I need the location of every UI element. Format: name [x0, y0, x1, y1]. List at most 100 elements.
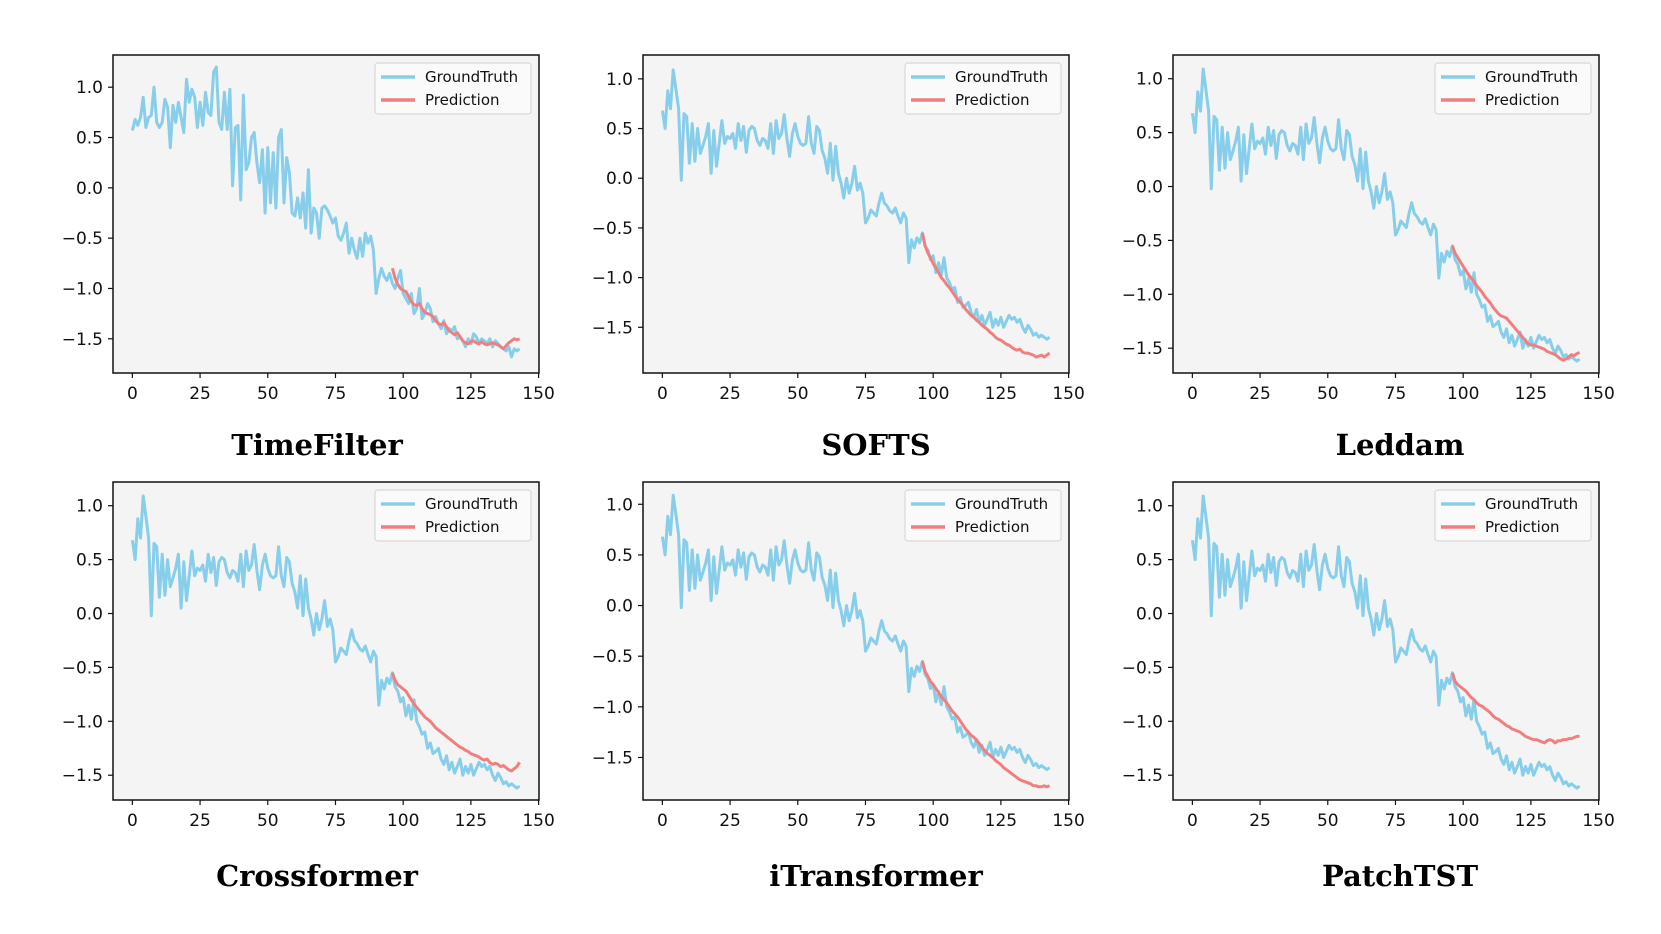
x-tick-label: 0 [1187, 811, 1198, 831]
subplot-patchtst: 1.0 0.5 0.0 −0.5 −1.0 −1.5 0 25 50 75 100 125 150 Gro… [1122, 481, 1615, 893]
x-tick-label: 100 [1447, 384, 1479, 404]
x-tick-label: 100 [387, 384, 419, 404]
y-tick-label: −0.5 [62, 229, 103, 249]
x-tick-label: 150 [1582, 811, 1614, 831]
axes-frame [642, 481, 1070, 801]
subplot-itransformer: 1.0 0.5 0.0 −0.5 −1.0 −1.5 0 25 50 75 100 125 150 Gro… [592, 481, 1085, 893]
y-tick-label: 1.0 [76, 78, 103, 98]
axes-frame [112, 54, 540, 374]
y-tick-label: −1.0 [592, 269, 633, 289]
x-tick-label: 100 [917, 384, 949, 404]
ground-truth-line [660, 493, 1051, 772]
subplot-title: TimeFilter [231, 428, 403, 462]
legend: GroundTruth Prediction [374, 62, 532, 115]
y-tick-label: 0.5 [1136, 124, 1163, 144]
y-tick-label: −1.0 [62, 712, 103, 732]
legend: GroundTruth Prediction [904, 489, 1062, 542]
subplot-timefilter: 1.0 0.5 0.0 −0.5 −1.0 −1.5 0 25 50 75 100 125 150 Gro… [62, 54, 555, 462]
y-tick-label: 1.0 [606, 495, 633, 515]
y-tick-label: 1.0 [1136, 497, 1163, 517]
y-tick-label: −1.5 [592, 318, 633, 338]
y-tick-label: −0.5 [592, 647, 633, 667]
x-tick-label: 0 [127, 384, 138, 404]
x-tick-label: 50 [1317, 811, 1339, 831]
x-tick-label: 125 [985, 384, 1017, 404]
x-tick-label: 50 [1317, 384, 1339, 404]
subplot-title: iTransformer [769, 859, 983, 893]
y-tick-label: 1.0 [76, 497, 103, 517]
x-tick-label: 25 [1249, 384, 1271, 404]
x-tick-label: 125 [1515, 811, 1547, 831]
x-tick-label: 50 [257, 384, 279, 404]
y-tick-label: 0.5 [606, 546, 633, 566]
y-tick-label: −0.5 [592, 219, 633, 239]
axes-frame [1172, 54, 1600, 374]
y-tick-label: −1.0 [592, 698, 633, 718]
y-tick-label: 0.5 [76, 551, 103, 571]
x-tick-label: 25 [719, 811, 741, 831]
ground-truth-line [1190, 494, 1581, 790]
y-tick-label: 0.0 [76, 605, 103, 625]
legend-label: Prediction [1485, 518, 1560, 536]
y-tick-label: −1.5 [1122, 339, 1163, 359]
ground-truth-line [130, 65, 521, 359]
x-tick-label: 125 [1515, 384, 1547, 404]
x-tick-label: 25 [189, 384, 211, 404]
legend: GroundTruth Prediction [1434, 489, 1592, 542]
x-tick-label: 0 [1187, 384, 1198, 404]
x-tick-label: 100 [387, 811, 419, 831]
x-tick-label: 125 [985, 811, 1017, 831]
x-tick-label: 150 [522, 384, 554, 404]
y-tick-label: 0.0 [1136, 605, 1163, 625]
legend: GroundTruth Prediction [904, 62, 1062, 115]
y-tick-label: −1.5 [1122, 766, 1163, 786]
y-tick-label: 0.5 [606, 120, 633, 140]
x-tick-label: 100 [917, 811, 949, 831]
x-tick-label: 125 [455, 384, 487, 404]
legend-label: Prediction [955, 518, 1030, 536]
x-tick-label: 25 [719, 384, 741, 404]
subplot-crossformer: 1.0 0.5 0.0 −0.5 −1.0 −1.5 0 25 50 75 100 125 150 Gro… [62, 481, 555, 893]
y-tick-label: −1.5 [62, 330, 103, 350]
axes-frame [642, 54, 1070, 374]
legend: GroundTruth Prediction [1434, 62, 1592, 115]
y-tick-label: 0.5 [1136, 551, 1163, 571]
prediction-line [920, 232, 1051, 359]
y-tick-label: −1.5 [592, 748, 633, 768]
subplot-title: Crossformer [216, 859, 419, 893]
subplot-title: PatchTST [1322, 859, 1478, 893]
prediction-line [390, 672, 521, 773]
y-tick-label: −0.5 [1122, 231, 1163, 251]
ground-truth-line [130, 494, 521, 790]
x-tick-label: 0 [127, 811, 138, 831]
x-tick-label: 150 [522, 811, 554, 831]
subplot-title: Leddam [1336, 428, 1465, 462]
x-tick-label: 25 [1249, 811, 1271, 831]
x-tick-label: 75 [325, 811, 347, 831]
y-tick-label: −0.5 [62, 658, 103, 678]
axes-frame [112, 481, 540, 801]
legend-label: GroundTruth [425, 495, 518, 513]
ground-truth-line [1190, 67, 1581, 363]
axes-frame [1172, 481, 1600, 801]
x-tick-label: 75 [1385, 811, 1407, 831]
legend-label: GroundTruth [1485, 495, 1578, 513]
y-tick-label: 1.0 [1136, 70, 1163, 90]
legend-label: GroundTruth [1485, 68, 1578, 86]
x-tick-label: 0 [657, 811, 668, 831]
legend-label: Prediction [955, 91, 1030, 109]
y-tick-label: 0.0 [606, 169, 633, 189]
ground-truth-line [660, 68, 1051, 341]
subplot-softs: 1.0 0.5 0.0 −0.5 −1.0 −1.5 0 25 50 75 100 125 150 Gro… [592, 54, 1085, 462]
x-tick-label: 150 [1052, 811, 1084, 831]
y-tick-label: 1.0 [606, 70, 633, 90]
x-tick-label: 25 [189, 811, 211, 831]
legend-label: Prediction [425, 91, 500, 109]
x-tick-label: 0 [657, 384, 668, 404]
subplot-title: SOFTS [821, 428, 930, 462]
x-tick-label: 150 [1582, 384, 1614, 404]
y-tick-label: 0.0 [1136, 178, 1163, 198]
prediction-line [1450, 245, 1581, 362]
